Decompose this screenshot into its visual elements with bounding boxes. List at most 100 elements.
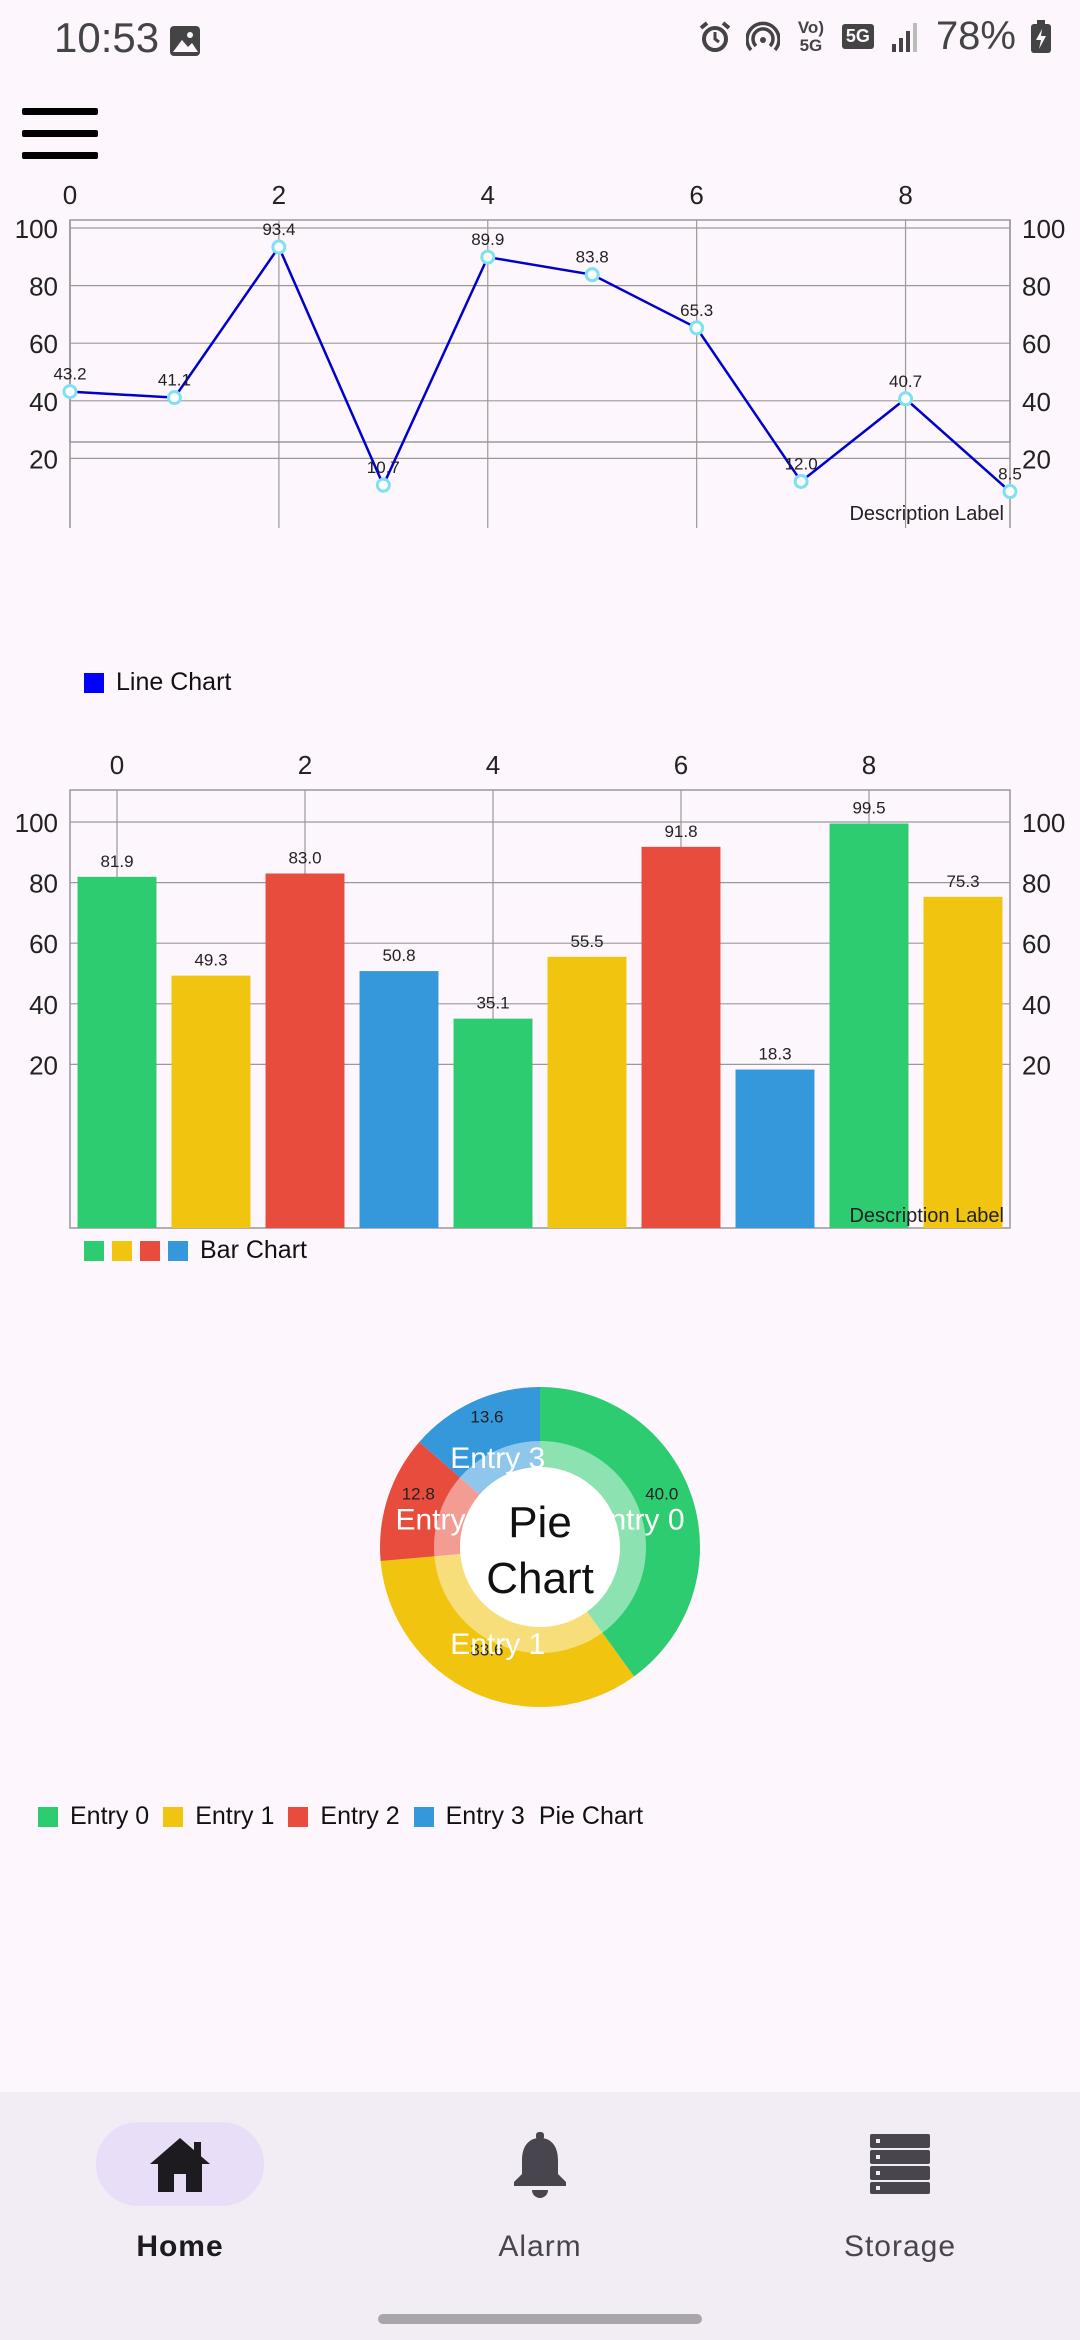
y-tick-label: 20 [29,444,58,474]
network-type: 5G [841,24,874,49]
line-chart-legend: Line Chart [84,668,231,697]
x-tick-label: 4 [486,750,500,780]
x-tick-label: 4 [481,180,495,210]
pie-center-text: Chart [486,1554,594,1603]
pie-chart-legend: Entry 0 Entry 1 Entry 2 Entry 3 Pie Char… [38,1802,643,1831]
legend-label: Entry 2 [320,1802,400,1830]
nav-storage[interactable]: Storage [720,2092,1080,2312]
legend-title: Pie Chart [538,1802,644,1830]
bar [171,975,251,1228]
y-tick-label-right: 80 [1022,272,1051,302]
y-tick-label-right: 40 [1022,387,1051,417]
legend-swatch [84,1240,104,1261]
volte-indicator: Vo) 5G [797,17,824,55]
y-tick-label: 20 [29,1050,58,1080]
alarm-status-icon [699,20,731,52]
point-value-label: 83.8 [576,248,609,267]
bar-value-label: 99.5 [852,799,885,818]
y-tick-label: 100 [15,808,58,838]
line-point [584,267,600,283]
bar [641,846,721,1228]
pie-inner-ring [434,1441,646,1653]
chart-description: Description Label [849,503,1004,525]
point-value-label: 65.3 [680,301,713,320]
x-tick-label: 2 [298,750,312,780]
x-tick-label: 0 [63,180,77,210]
bar-value-label: 50.8 [382,946,415,965]
storage-icon [870,2134,930,2194]
slice-value-label: 12.8 [402,1484,435,1503]
slice-value-label: 13.6 [470,1408,503,1427]
nav-home-label: Home [136,2230,224,2263]
battery-icon [1031,19,1051,53]
y-tick-label: 40 [29,387,58,417]
bar [735,1069,815,1228]
y-tick-label: 60 [29,929,58,959]
menu-button[interactable] [22,104,100,162]
plot-frame [69,219,1011,443]
bar [77,876,157,1228]
y-tick-label: 40 [29,990,58,1020]
legend-swatch [38,1806,58,1827]
slice-name-label: Entry 1 [450,1628,545,1661]
x-tick-label: 2 [272,180,286,210]
chart-description: Description Label [849,1205,1004,1227]
home-icon [150,2138,210,2192]
nav-home[interactable]: Home [0,2092,360,2312]
line-point [480,249,496,265]
bar-value-label: 81.9 [100,852,133,871]
bar-value-label: 35.1 [476,994,509,1013]
legend-swatch [168,1240,188,1261]
y-tick-label: 80 [29,869,58,899]
bar [829,823,909,1228]
pie-slice [540,1387,700,1677]
y-tick-label-right: 80 [1022,869,1051,899]
y-tick-label-right: 20 [1022,1050,1051,1080]
line-point [166,390,182,406]
bar-value-label: 55.5 [570,932,603,951]
bar [453,1018,533,1228]
line-point [375,477,391,493]
point-value-label: 41.1 [158,371,191,390]
pie-slice [419,1387,540,1495]
x-tick-label: 6 [689,180,703,210]
line-point [793,473,809,489]
menu-icon [22,108,98,115]
y-tick-label: 80 [29,272,58,302]
legend-label: Entry 0 [70,1802,150,1830]
y-tick-label-right: 20 [1022,444,1051,474]
slice-value-label: 40.0 [645,1484,678,1503]
legend-label: Entry 3 [445,1802,525,1830]
image-notification-icon [170,26,200,56]
line-point [898,391,914,407]
x-tick-label: 0 [110,750,124,780]
legend-label: Entry 1 [195,1802,275,1830]
line-point [271,239,287,255]
legend-label: Line Chart [116,668,232,696]
line-chart: 100 100 80 80 60 60 40 40 20 20 0 2 4 6 8 43.2 41.1 93.4 1… [15,180,1065,528]
hotspot-icon [745,21,780,51]
line-series [69,244,1011,493]
bar [359,971,439,1228]
nav-storage-label: Storage [843,2230,957,2263]
pie-center-text: Pie [508,1498,572,1547]
x-tick-label: 8 [898,180,912,210]
bar-chart: 100 100 80 80 60 60 40 40 20 20 0 2 4 6 8 81.9 49.3 83.0 5… [15,750,1065,1229]
point-value-label: 40.7 [889,372,922,391]
plot-frame [69,789,1011,1229]
pie-slice [380,1554,635,1707]
bottom-navigation: Home Alarm Storage [0,2092,1080,2340]
bar [265,873,345,1228]
x-tick-label: 8 [862,750,876,780]
point-value-label: 93.4 [262,220,295,239]
gesture-handle[interactable] [378,2314,702,2324]
slice-value-label: 33.6 [470,1640,503,1659]
nav-alarm[interactable]: Alarm [360,2092,720,2312]
point-value-label: 43.2 [53,365,86,384]
bar-value-label: 75.3 [946,872,979,891]
legend-label: Bar Chart [200,1236,307,1264]
bar-value-label: 83.0 [288,849,321,868]
point-value-label: 8.5 [998,465,1022,484]
pie-hole [460,1467,620,1627]
